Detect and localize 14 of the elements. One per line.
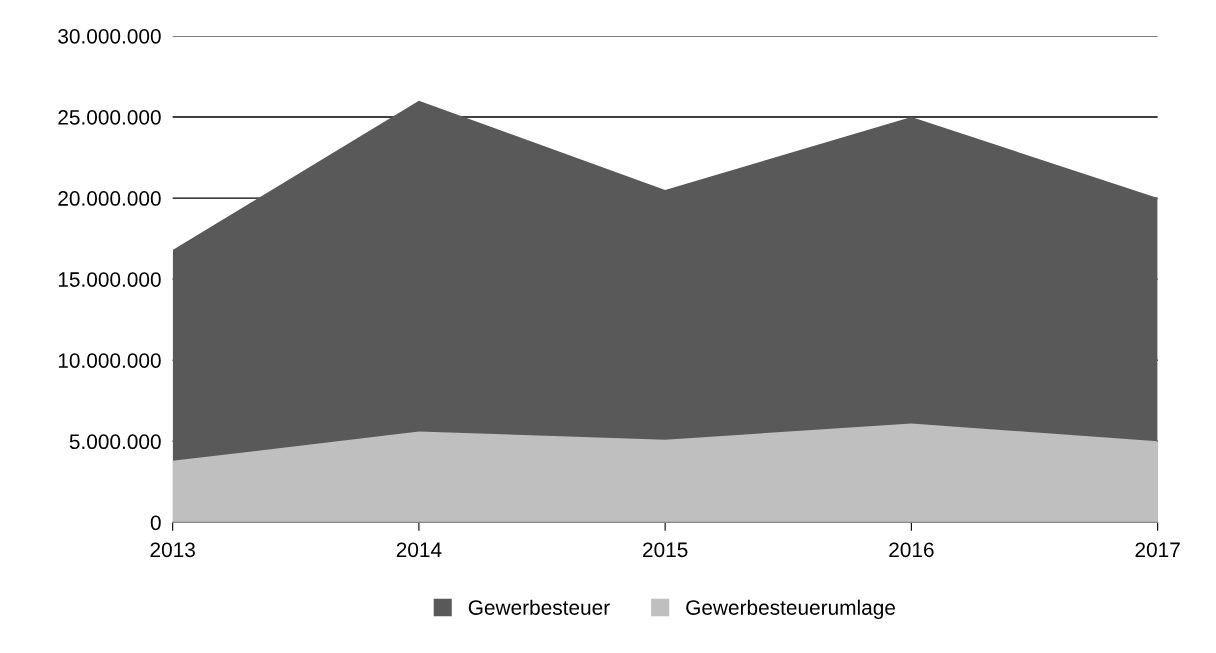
x-tick-label: 2013 [150,542,195,558]
y-tick-label: 0 [150,515,161,531]
y-tick-label: 20.000.000 [58,191,161,206]
x-tick-label: 2016 [889,542,934,558]
legend-label: Gewerbesteuerumlage [686,599,895,620]
x-tick-label: 2015 [643,542,688,558]
y-tick-label: 10.000.000 [58,353,161,368]
y-tick-label: 15.000.000 [58,272,161,287]
legend-label: Gewerbesteuer [468,599,610,615]
y-tick-label: 5.000.000 [69,434,161,450]
y-tick-label: 30.000.000 [58,28,161,44]
x-tick-label: 2017 [1135,542,1180,558]
x-tick-label: 2014 [396,542,442,558]
y-tick-label: 25.000.000 [58,110,161,125]
